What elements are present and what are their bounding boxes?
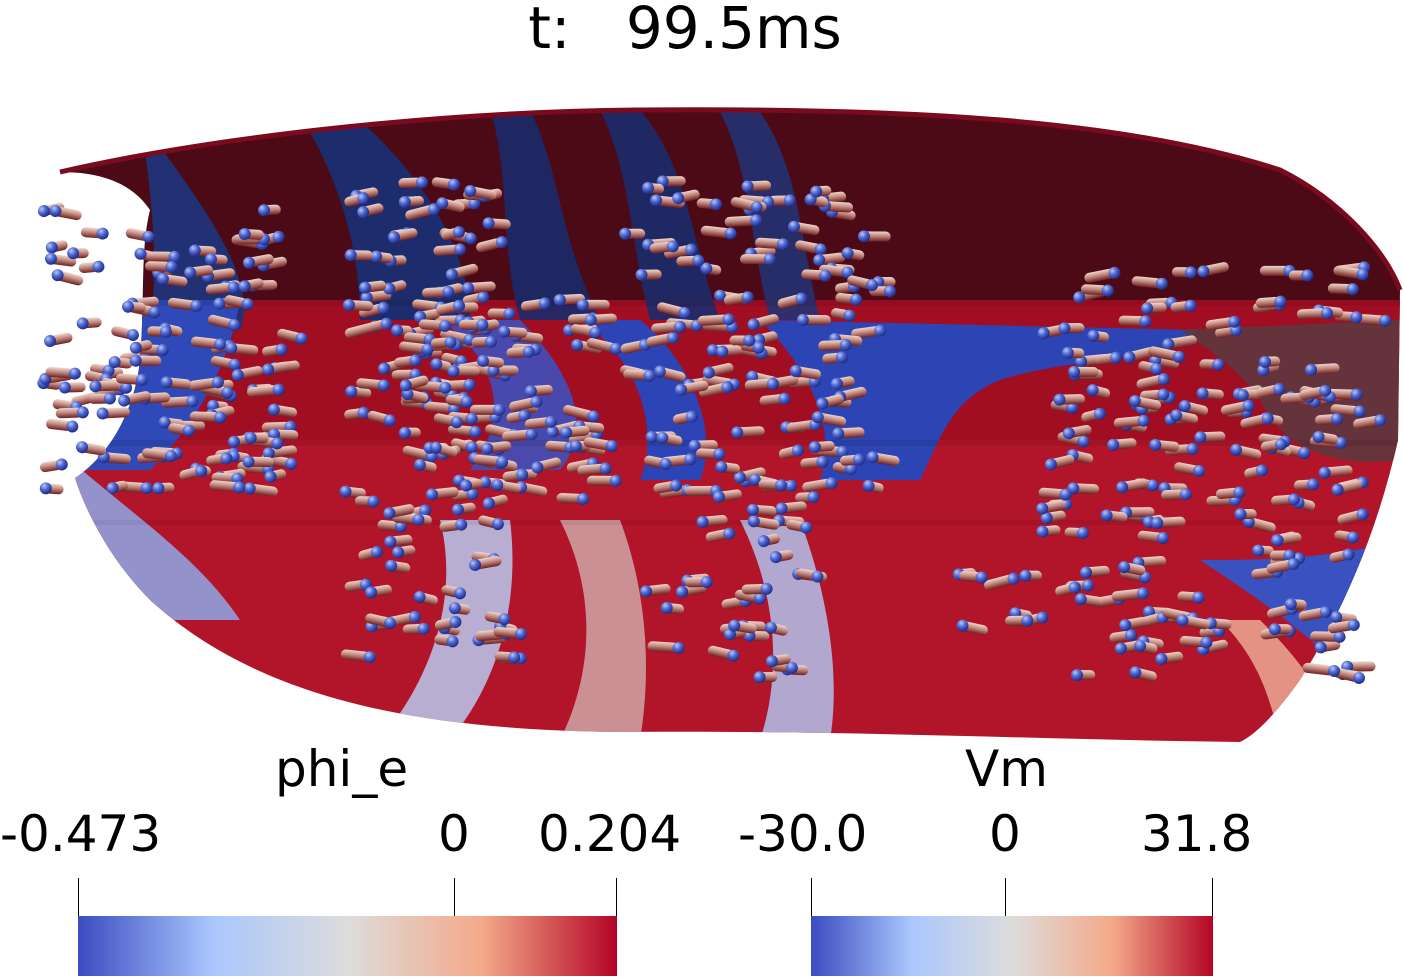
colorbar-phi-e [78,916,617,976]
colorbar-phi-e-zero-label: 0 [438,805,470,863]
colorbar-vm-min-tick [811,878,812,918]
time-label: t: [528,0,571,62]
colorbar-vm-zero-tick [1005,878,1006,918]
colorbar-phi-e-min-tick [78,878,79,918]
colorbar-phi-e-title: phi_e [275,740,409,798]
time-value: 99.5ms [625,0,842,62]
colorbar-phi-e-min-label: -0.473 [0,805,162,863]
colorbar-vm-zero-label: 0 [989,805,1021,863]
colorbar-vm-max-label: 31.8 [1141,805,1253,863]
colorbar-vm-max-tick [1212,878,1213,918]
time-annotation: t: 99.5ms [0,0,1370,62]
colorbar-phi-e-max-tick [616,878,617,918]
colorbar-phi-e-max-label: 0.204 [538,805,682,863]
colorbar-vm-min-label: -30.0 [738,805,868,863]
colorbar-phi-e-zero-tick [454,878,455,918]
particle-cloud [37,175,1392,684]
colorbar-vm-title: Vm [965,740,1048,798]
tissue-render[interactable] [0,0,1404,760]
colorbar-vm [811,916,1213,976]
